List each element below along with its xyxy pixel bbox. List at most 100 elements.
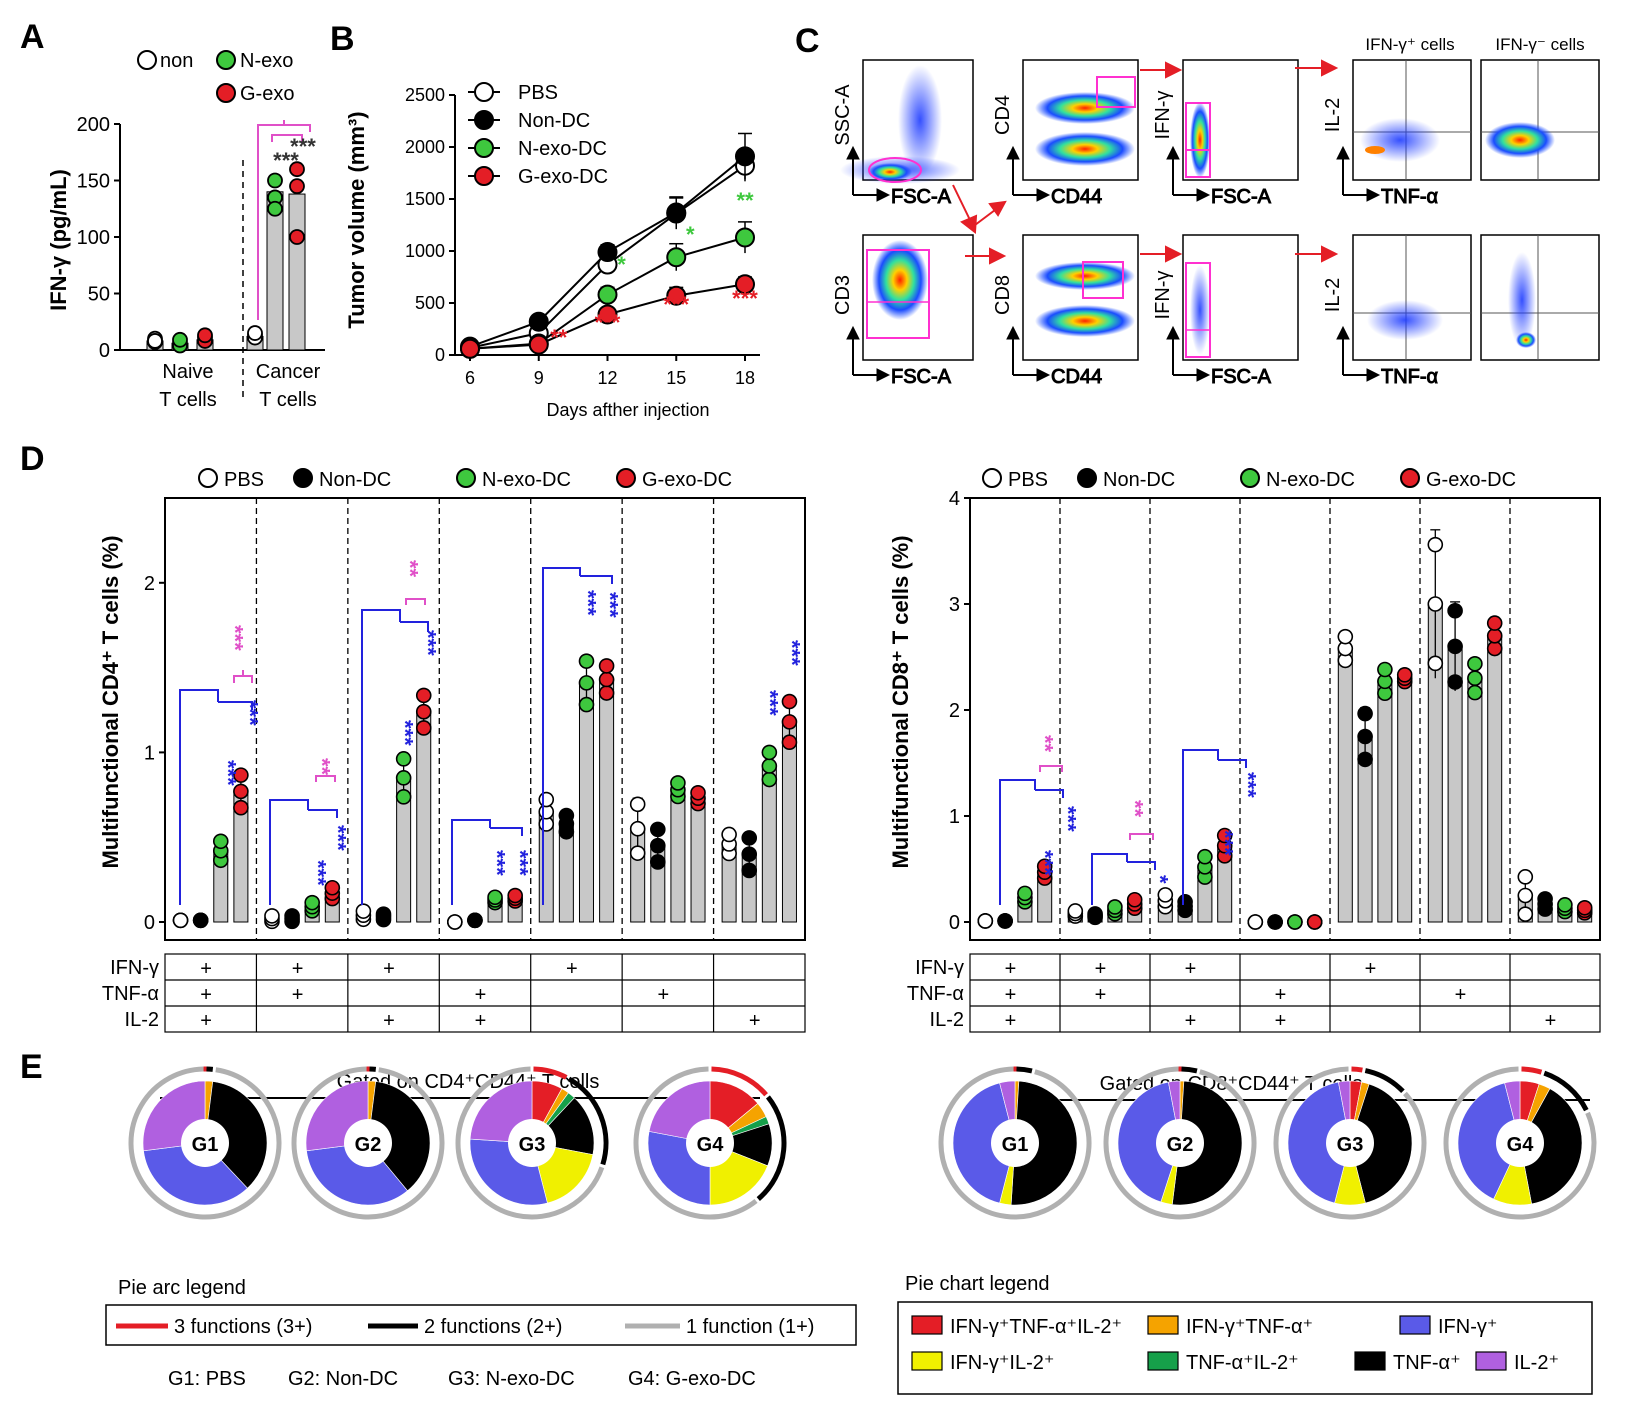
d-point xyxy=(1067,903,1084,919)
d-table-mark: + xyxy=(1365,958,1377,980)
d-table xyxy=(164,953,806,1033)
d-point xyxy=(690,784,706,801)
e-pie-label: G1 xyxy=(1002,1134,1029,1156)
b-green-sig: * xyxy=(686,222,695,247)
d-point xyxy=(598,671,615,688)
d-point xyxy=(781,734,798,751)
b-point xyxy=(666,202,687,223)
d-ytick-label: 4 xyxy=(949,488,960,510)
d-ytick-label: 2 xyxy=(949,700,960,722)
svg-text:***: *** xyxy=(393,720,418,746)
d-table-mark: + xyxy=(1005,1010,1017,1032)
d-table-row-label: IL-2 xyxy=(125,1009,159,1031)
b-point xyxy=(666,285,687,306)
a-point xyxy=(267,172,283,189)
e-pie-legend-label: TNF-α⁺ xyxy=(1393,1352,1461,1374)
a-point xyxy=(267,200,283,217)
svg-text:***: *** xyxy=(306,860,331,886)
d-point xyxy=(1036,858,1053,875)
e-arc-3plus xyxy=(711,1066,768,1097)
d-point xyxy=(629,820,646,837)
e-pie-label: G2 xyxy=(1167,1134,1194,1156)
a-ylabel: IFN-γ (pg/mL) xyxy=(46,169,71,311)
a-legend-nexo-marker xyxy=(216,50,236,70)
c-xlabel: FSC-A xyxy=(1211,186,1272,208)
d-point xyxy=(1357,705,1373,722)
d-point xyxy=(1177,894,1193,910)
svg-text:***: *** xyxy=(780,640,805,666)
c-arrow-x xyxy=(876,188,891,202)
d-point xyxy=(1087,906,1103,922)
svg-text:**: ** xyxy=(1033,735,1058,753)
b-legend-label: N-exo-DC xyxy=(518,138,607,160)
svg-text:***: *** xyxy=(485,850,510,876)
panel-c-flow-plots: SSC-A FSC-A CD4 CD44 IFN-γ FSC-A IL-2 TNF-α CD3 F… xyxy=(832,35,1600,389)
e-arc-3plus xyxy=(533,1066,568,1080)
d-legend-label: PBS xyxy=(1008,469,1048,491)
b-ylabel: Tumor volume (mm³) xyxy=(344,111,369,328)
d-table-mark: + xyxy=(475,984,487,1006)
a-group-1-line1: Naive xyxy=(162,361,213,383)
d-table-row-label: IFN-γ xyxy=(915,957,964,979)
d-bar xyxy=(761,765,777,923)
d-legend-marker xyxy=(198,468,218,488)
e-arc-1plus xyxy=(1443,1066,1597,1220)
panel-label-b: B xyxy=(330,20,355,58)
d-point xyxy=(1306,914,1323,930)
d-point xyxy=(781,693,798,710)
c-ylabel: CD8 xyxy=(992,275,1014,315)
e-pie-slice xyxy=(1519,1088,1583,1205)
e-pie-slice xyxy=(306,1142,408,1206)
d-ytick-label: 0 xyxy=(144,912,155,934)
e-arc-3plus xyxy=(1351,1066,1363,1073)
a-group-1-line2: T cells xyxy=(159,389,216,411)
d-point xyxy=(1576,899,1593,916)
e-pie-legend-swatch xyxy=(1399,1315,1431,1335)
e-key-g2: G2: Non-DC xyxy=(288,1368,398,1390)
a-legend-gexo: G-exo xyxy=(240,83,294,105)
e-pie-slice xyxy=(1171,1080,1243,1206)
d-point xyxy=(629,796,646,813)
e-pie-legend-label: IFN-γ⁺TNF-α⁺ xyxy=(1186,1316,1313,1338)
a-point xyxy=(289,229,305,245)
b-legend-label: G-exo-DC xyxy=(518,166,608,188)
d-legend-label: G-exo-DC xyxy=(642,469,732,491)
d-point xyxy=(415,703,432,720)
d-point xyxy=(395,789,412,805)
e-arc-2plus xyxy=(1364,1068,1405,1094)
c-xlabel: FSC-A xyxy=(891,186,952,208)
d-point xyxy=(264,908,280,924)
d-table-mark: + xyxy=(1005,984,1017,1006)
d-table-mark: + xyxy=(1545,1010,1557,1032)
svg-text:***: *** xyxy=(216,760,241,786)
e-pie-hole xyxy=(686,1119,734,1167)
a-ytick-label: 150 xyxy=(77,171,110,193)
a-legend-non-marker xyxy=(137,50,157,70)
d-legend-label: PBS xyxy=(224,469,264,491)
c-arrow-y xyxy=(846,145,860,160)
c-arrow-y xyxy=(1166,145,1180,160)
d-bar xyxy=(1487,635,1503,923)
svg-text:***: *** xyxy=(1236,772,1261,798)
d-legend-label: G-exo-DC xyxy=(1426,469,1516,491)
a-point xyxy=(289,178,305,195)
e-pie-slice xyxy=(1457,1082,1521,1200)
e-arc-legend-1: 1 function (1+) xyxy=(686,1316,814,1338)
a-point xyxy=(147,333,163,349)
svg-text:***: *** xyxy=(238,700,263,726)
panel-a: IFN-γ (pg/mL) 0 50 100 150 200 Naive T cells… xyxy=(46,50,325,411)
e-arc-legend-title: Pie arc legend xyxy=(118,1277,246,1299)
d-point xyxy=(741,846,758,862)
e-pie-legend-swatch xyxy=(1147,1351,1179,1371)
d-legend-label: Non-DC xyxy=(1103,469,1175,491)
d-frame xyxy=(164,497,806,941)
d-table-row-label: TNF-α xyxy=(102,983,159,1005)
c-arrow-y xyxy=(1006,325,1020,340)
d-legend-marker xyxy=(616,468,636,488)
e-arc-1plus xyxy=(291,1066,445,1220)
d-ytick-label: 0 xyxy=(949,912,960,934)
d-ytick-label: 1 xyxy=(949,806,960,828)
c-arrow-x xyxy=(1366,188,1381,202)
d-point xyxy=(1467,670,1483,687)
d-point xyxy=(578,653,595,669)
